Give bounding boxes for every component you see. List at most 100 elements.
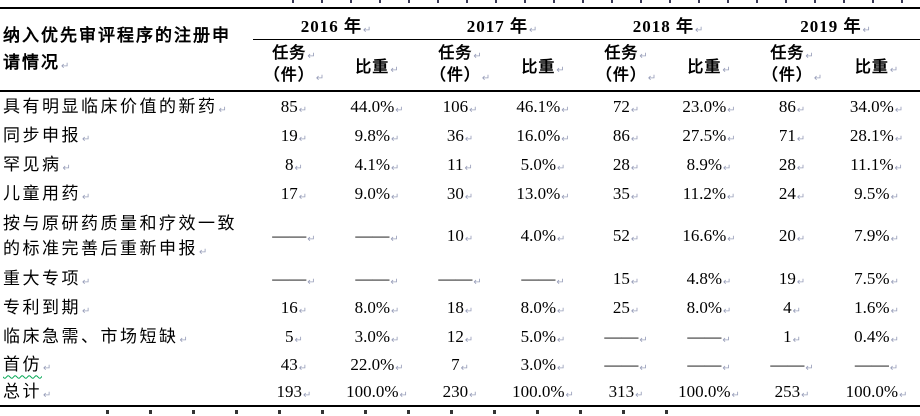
cell-tasks-2016: 16↵ <box>280 297 308 317</box>
cell-share-2018: 8.0%↵ <box>686 297 732 317</box>
cell-share-2016: 9.8%↵ <box>354 125 400 145</box>
table-row: 同步申报↵ 19↵ 9.8%↵ 36↵ 16.0%↵ 86↵ 27.5%↵ 71… <box>0 121 920 150</box>
paragraph-mark: ↵ <box>557 162 566 174</box>
cell-tasks-2018: 313↵ <box>608 381 644 401</box>
cell-share-2017: 3.0%↵ <box>520 355 566 374</box>
paragraph-mark: ↵ <box>731 389 740 401</box>
cell-tasks-2019: 28↵ <box>778 154 806 174</box>
paragraph-mark: ↵ <box>362 24 372 36</box>
cell-share-2017: ——↵ <box>521 268 565 288</box>
cell-tasks-2018: 15↵ <box>612 268 640 288</box>
cell-share-2019: 9.5%↵ <box>854 183 899 203</box>
paragraph-mark: ↵ <box>890 334 899 346</box>
row-label: 具有明显临床价值的新药↵ <box>3 96 227 116</box>
cell-share-2016: 22.0%↵ <box>350 355 404 374</box>
cell-share-2019: 100.0%↵ <box>845 381 908 401</box>
paragraph-mark: ↵ <box>390 276 399 288</box>
table-row: 临床急需、市场短缺↵ 5↵ 3.0%↵ 12↵ 5.0%↵ ——↵ ——↵ 1↵… <box>0 322 920 351</box>
priority-review-table: 纳入优先审评程序的注册申请情况↵ 2016 年↵ 2017 年↵ 2018 年↵… <box>0 7 920 407</box>
paragraph-mark: ↵ <box>630 133 640 145</box>
cell-tasks-2019: ——↵ <box>770 355 814 374</box>
paragraph-mark: ↵ <box>796 191 806 203</box>
cell-share-2019: 1.6%↵ <box>854 297 899 317</box>
paragraph-mark: ↵ <box>82 191 91 203</box>
paragraph-mark: ↵ <box>307 276 316 288</box>
paragraph-mark: ↵ <box>889 363 899 374</box>
cell-tasks-2019: 4↵ <box>783 297 801 317</box>
cell-tasks-2018: 28↵ <box>612 154 640 174</box>
paragraph-mark: ↵ <box>890 276 899 288</box>
cell-share-2018: 4.8%↵ <box>686 268 732 288</box>
cell-tasks-2018: 86↵ <box>612 125 640 145</box>
cell-tasks-2017: ——↵ <box>438 268 482 288</box>
paragraph-mark: ↵ <box>315 73 325 84</box>
row-header-title: 纳入优先审评程序的注册申请情况↵ <box>0 8 253 92</box>
paragraph-mark: ↵ <box>805 363 814 374</box>
paragraph-mark: ↵ <box>726 191 736 203</box>
share-header-2017: 比重↵ <box>501 39 586 92</box>
year-header-2016: 2016 年↵ <box>253 8 420 40</box>
paragraph-mark: ↵ <box>894 104 904 116</box>
paragraph-mark: ↵ <box>473 51 482 63</box>
share-header-2018: 比重↵ <box>667 39 752 92</box>
cell-tasks-2018: 52↵ <box>612 226 640 245</box>
cell-share-2019: 34.0%↵ <box>849 96 904 116</box>
cell-share-2018: 27.5%↵ <box>682 125 736 145</box>
paragraph-mark: ↵ <box>179 334 188 346</box>
cell-tasks-2016: 8↵ <box>285 154 303 174</box>
paragraph-mark: ↵ <box>557 334 566 346</box>
cell-tasks-2018: ——↵ <box>604 326 648 346</box>
paragraph-mark: ↵ <box>82 276 91 288</box>
cell-share-2016: 8.0%↵ <box>354 297 400 317</box>
cell-tasks-2016: 85↵ <box>280 96 308 116</box>
tasks-header-2016: 任务↵ （件）↵ <box>253 39 335 92</box>
cell-tasks-2017: 7↵ <box>451 355 469 374</box>
paragraph-mark: ↵ <box>464 234 474 245</box>
cell-share-2017: 8.0%↵ <box>520 297 566 317</box>
paragraph-mark: ↵ <box>298 363 308 374</box>
paragraph-mark: ↵ <box>391 133 400 145</box>
paragraph-mark: ↵ <box>395 104 404 116</box>
paragraph-mark: ↵ <box>630 305 640 317</box>
cell-tasks-2019: 253↵ <box>774 381 810 401</box>
year-header-2017: 2017 年↵ <box>419 8 586 40</box>
paragraph-mark: ↵ <box>82 305 91 317</box>
cell-tasks-2017: 30↵ <box>446 183 474 203</box>
paragraph-mark: ↵ <box>464 305 474 317</box>
paragraph-mark: ↵ <box>635 389 644 401</box>
tasks-header-2017: 任务↵ （件）↵ <box>419 39 502 92</box>
cell-share-2018: ——↵ <box>687 326 731 346</box>
paragraph-mark: ↵ <box>792 334 801 346</box>
paragraph-mark: ↵ <box>390 65 399 76</box>
paragraph-mark: ↵ <box>561 104 570 116</box>
paragraph-mark: ↵ <box>294 162 303 174</box>
table-row: 按与原研药质量和疗效一致的标准完善后重新申报↵ ——↵ ——↵ 10↵ 4.0%… <box>0 208 920 264</box>
paragraph-mark: ↵ <box>391 162 400 174</box>
tasks-header-2019: 任务↵ （件）↵ <box>751 39 834 92</box>
paragraph-mark: ↵ <box>889 65 899 76</box>
year-header-row: 纳入优先审评程序的注册申请情况↵ 2016 年↵ 2017 年↵ 2018 年↵… <box>0 8 920 92</box>
paragraph-mark: ↵ <box>303 389 312 401</box>
row-label: 同步申报↵ <box>3 125 91 145</box>
paragraph-mark: ↵ <box>556 276 565 288</box>
cell-tasks-2016: 5↵ <box>285 326 303 346</box>
cell-tasks-2018: ——↵ <box>604 355 648 374</box>
cell-tasks-2016: 193↵ <box>276 381 312 401</box>
paragraph-mark: ↵ <box>557 234 566 245</box>
table-row: 具有明显临床价值的新药↵ 85↵ 44.0%↵ 106↵ 46.1%↵ 72↵ … <box>0 91 920 121</box>
share-header-2019: 比重↵ <box>833 39 920 92</box>
cell-share-2019: 11.1%↵ <box>850 154 903 174</box>
cell-tasks-2018: 35↵ <box>612 183 640 203</box>
cell-tasks-2016: ——↵ <box>272 226 316 245</box>
paragraph-mark: ↵ <box>894 133 904 145</box>
cell-tasks-2016: 43↵ <box>280 355 308 374</box>
cell-share-2019: 0.4%↵ <box>854 326 899 346</box>
paragraph-mark: ↵ <box>694 24 704 36</box>
paragraph-mark: ↵ <box>469 389 478 401</box>
paragraph-mark: ↵ <box>727 133 736 145</box>
paragraph-mark: ↵ <box>805 51 814 63</box>
paragraph-mark: ↵ <box>298 305 308 317</box>
cell-share-2019: ——↵ <box>854 355 899 374</box>
clipped-text-fragment-bottom <box>106 410 706 414</box>
paragraph-mark: ↵ <box>390 234 399 245</box>
